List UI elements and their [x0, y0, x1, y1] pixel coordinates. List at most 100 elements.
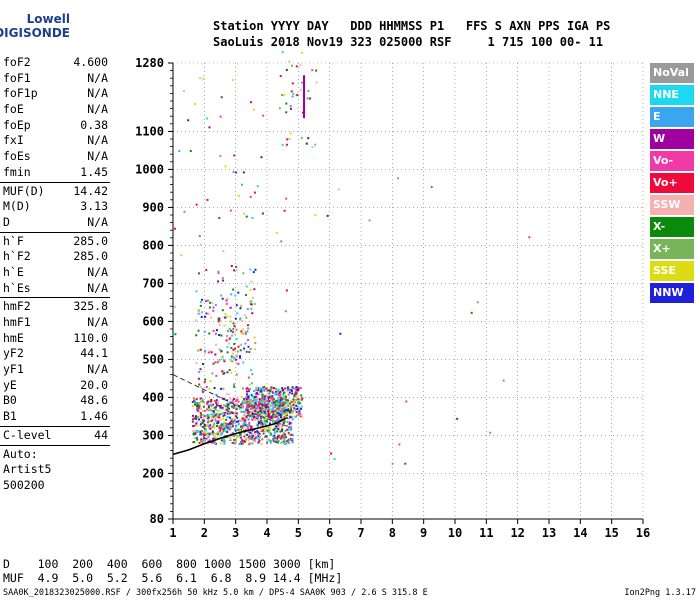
echo-point — [286, 386, 289, 389]
echo-point — [277, 398, 280, 401]
echo-point — [217, 360, 220, 363]
echo-point — [405, 400, 408, 403]
echo-point — [226, 399, 229, 402]
echo-point — [285, 143, 288, 146]
separator — [0, 231, 110, 233]
echo-point — [226, 335, 229, 338]
echo-point — [270, 399, 273, 402]
echo-point — [226, 431, 229, 434]
echo-point — [226, 297, 229, 300]
echo-point — [288, 438, 291, 441]
echo-point — [266, 408, 269, 411]
echo-point — [288, 400, 291, 403]
echo-point — [215, 419, 218, 422]
param-label: hmF2 — [3, 299, 31, 314]
echo-point — [303, 85, 306, 88]
echo-point — [200, 438, 203, 441]
echo-point — [215, 412, 218, 415]
echo-point — [281, 405, 284, 408]
echo-point — [267, 430, 270, 433]
echo-point — [279, 75, 282, 78]
param-value: N/A — [87, 133, 108, 148]
echo-point — [211, 430, 214, 433]
echo-point — [231, 425, 234, 428]
param-value: N/A — [87, 70, 108, 85]
echo-point — [247, 435, 250, 438]
param-row: hmF2 325.8 — [0, 299, 112, 315]
echo-point — [235, 355, 238, 358]
echo-point — [223, 404, 226, 407]
echo-point — [217, 402, 220, 405]
echo-point — [193, 417, 196, 420]
echo-point — [269, 419, 272, 422]
param-row: foF1p N/A — [0, 86, 112, 102]
echo-point — [271, 399, 274, 402]
echo-point — [205, 385, 208, 388]
x-tick-label: 1 — [169, 526, 176, 540]
echo-point — [279, 422, 282, 425]
echo-point — [233, 154, 236, 157]
echo-point — [337, 188, 340, 191]
echo-point — [245, 350, 248, 353]
echo-point — [236, 428, 239, 431]
echo-point — [221, 408, 224, 411]
x-tick-label: 3 — [232, 526, 239, 540]
echo-point — [219, 406, 222, 409]
echo-point — [206, 401, 209, 404]
echo-point — [257, 420, 260, 423]
echo-point — [263, 395, 266, 398]
echo-point — [274, 438, 277, 441]
echo-point — [277, 410, 280, 413]
echo-point — [231, 330, 234, 333]
echo-point — [209, 420, 212, 423]
y-tick-label: 700 — [142, 276, 164, 290]
echo-point — [233, 356, 236, 359]
echo-point — [247, 430, 250, 433]
echo-point — [297, 413, 300, 416]
echo-point — [209, 380, 212, 383]
echo-point — [215, 343, 218, 346]
echo-point — [288, 422, 291, 425]
echo-point — [237, 400, 240, 403]
echo-point — [254, 433, 257, 436]
echo-point — [295, 414, 298, 417]
echo-point — [251, 413, 254, 416]
echo-point — [224, 405, 227, 408]
echo-point — [253, 288, 256, 291]
echo-point — [221, 309, 224, 312]
echo-point — [234, 424, 237, 427]
echo-point — [430, 185, 433, 188]
echo-point — [285, 111, 288, 114]
echo-point — [235, 403, 238, 406]
echo-point — [246, 411, 249, 414]
echo-point — [243, 420, 246, 423]
echo-point — [204, 378, 207, 381]
echo-point — [232, 79, 235, 82]
echo-point — [209, 408, 212, 411]
param-label: MUF(D) — [3, 183, 45, 198]
header-columns: Station YYYY DAY DDD HHMMSS P1 FFS S AXN… — [213, 19, 611, 33]
echo-point — [228, 411, 231, 414]
echo-point — [290, 400, 293, 403]
echo-point — [195, 430, 198, 433]
echo-point — [267, 392, 270, 395]
echo-point — [269, 396, 272, 399]
echo-point — [263, 420, 266, 423]
echo-point — [274, 437, 277, 440]
echo-point — [233, 347, 236, 350]
echo-point — [242, 171, 245, 174]
echo-point — [262, 409, 265, 412]
echo-point — [221, 406, 224, 409]
echo-point — [266, 420, 269, 423]
echo-point — [245, 396, 248, 399]
echo-point — [260, 402, 263, 405]
echo-point — [278, 395, 281, 398]
param-label: h`Es — [3, 280, 31, 295]
param-row: fxI N/A — [0, 133, 112, 149]
echo-point — [289, 132, 292, 135]
echo-point — [226, 371, 229, 374]
echo-point — [210, 403, 213, 406]
echo-point — [227, 427, 230, 430]
echo-point — [275, 439, 278, 442]
echo-point — [283, 397, 286, 400]
